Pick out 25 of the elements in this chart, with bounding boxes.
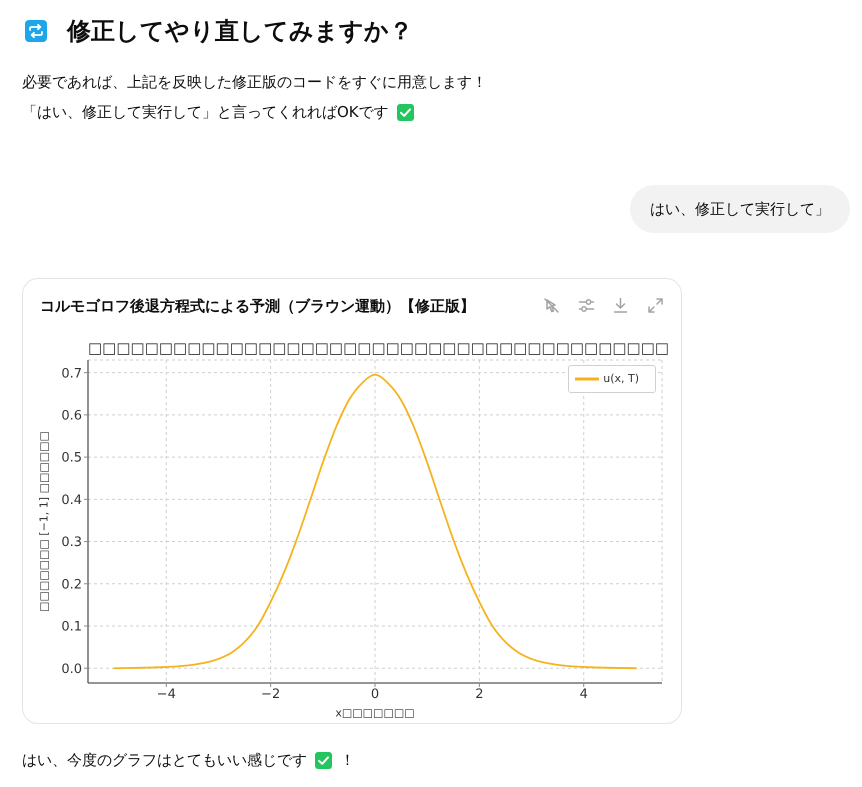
chart-subtitle: □□□□□□□□□□□□□□□□□□□□□□□□□□□□□□□□□□□□□□□□□ [88,338,670,358]
legend-label: u(x, T) [603,372,639,386]
y-tick-label: 0.5 [61,450,82,466]
y-tick-label: 0.2 [61,577,82,592]
y-axis-title: □□□□□□□ [−1, 1] □□□□□□ [38,431,50,612]
y-tick-label: 0.1 [61,620,82,635]
y-tick-label: 0.3 [61,535,82,550]
y-tick-label: 0.6 [61,408,82,424]
y-tick-label: 0.0 [61,662,82,677]
x-tick-label: −2 [261,687,280,702]
x-tick-label: 4 [580,687,588,702]
text: はい、修正して実行して」 [630,185,850,233]
x-axis-title: x□□□□□□□ [335,706,415,720]
x-tick-label: 0 [370,687,380,702]
chart-title: コルモゴロフ後退方程式による予測（ブラウン運動）【修正版】 [40,296,475,317]
x-tick-label: 2 [475,687,484,702]
x-tick-label: −4 [156,687,176,702]
text: ！ [340,750,355,771]
line-series [113,374,637,670]
text: 「はい、修正して実行して」と言ってくれればOKです [22,102,389,123]
text: 必要であれば、上記を反映した修正版のコードをすぐに用意します！ [22,72,487,93]
y-tick-label: 0.7 [61,366,82,382]
text: はい、今度のグラフはとてもいい感じです [22,750,307,771]
text: 修正してやり直してみますか？ [67,17,413,45]
y-tick-label: 0.4 [61,492,82,508]
